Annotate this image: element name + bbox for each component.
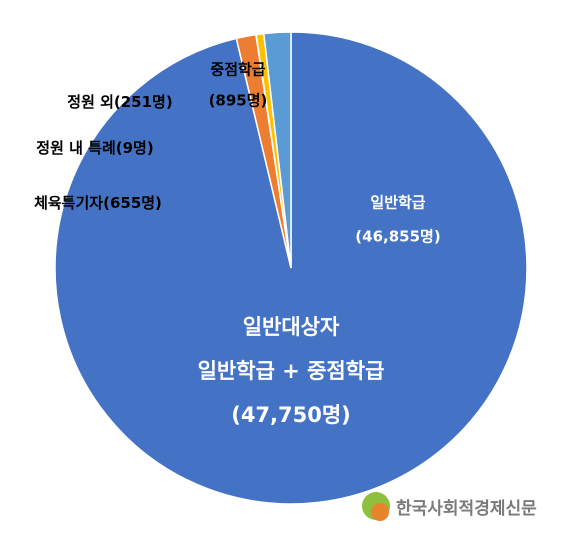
- watermark-logo: [371, 503, 389, 521]
- slice-name: 정원 내 특례: [36, 139, 115, 157]
- slice-name: 체육특기자: [34, 194, 103, 212]
- slice-value-label: (46,855명): [355, 228, 440, 246]
- slice-label: 정원 내 특례(9명): [36, 139, 153, 157]
- slice-label: 체육특기자(655명): [34, 194, 162, 212]
- slice-name: 일반학급: [370, 194, 425, 212]
- slice-value-label: (9명): [116, 139, 154, 157]
- slice-name: 중점학급: [210, 61, 265, 79]
- slice-label: 정원 외(251명): [67, 93, 172, 111]
- slice-value-label: (251명): [114, 93, 173, 111]
- annotation: (47,750명): [231, 403, 351, 427]
- slice-value-label: (655명): [103, 194, 162, 212]
- pie-slice: [262, 31, 292, 269]
- watermark: 한국사회적경제신문: [362, 492, 537, 521]
- annotation: 일반대상자: [243, 315, 340, 339]
- annotation: 일반학급 + 중점학급: [198, 359, 385, 383]
- slice-name: 정원 외: [67, 93, 114, 111]
- watermark-text: 한국사회적경제신문: [396, 499, 537, 519]
- slice-value-label: (895명): [209, 92, 268, 110]
